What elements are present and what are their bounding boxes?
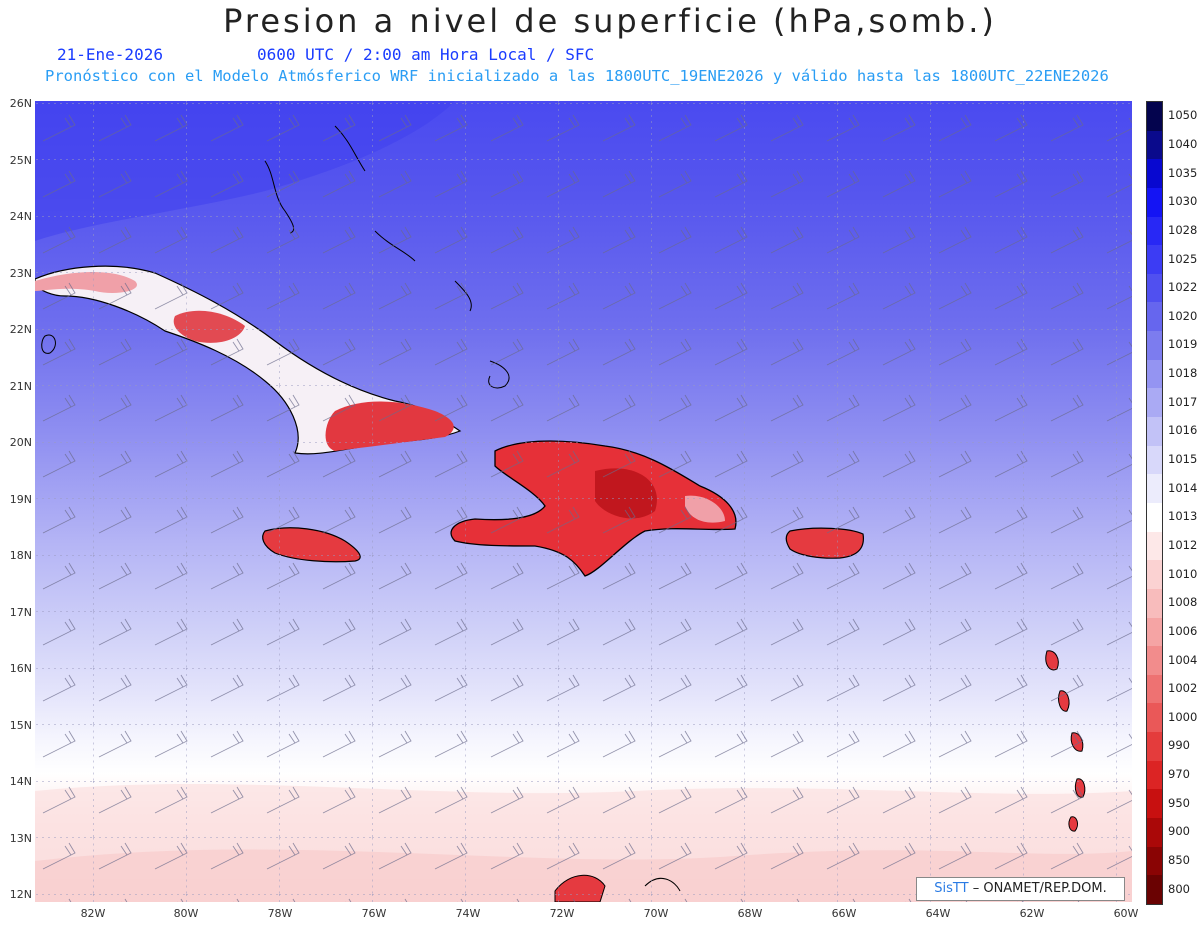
lon-label: 66W xyxy=(831,907,857,920)
lon-label: 80W xyxy=(173,907,199,920)
lon-label: 78W xyxy=(267,907,293,920)
lon-label: 62W xyxy=(1019,907,1045,920)
colorbar-swatch xyxy=(1147,245,1162,274)
colorbar-swatch xyxy=(1147,646,1162,675)
colorbar-swatch xyxy=(1147,417,1162,446)
lat-label: 26N xyxy=(9,97,32,110)
colorbar-swatch xyxy=(1147,617,1162,647)
colorbar-label: 1019 xyxy=(1168,337,1198,352)
colorbar-swatch xyxy=(1147,760,1162,790)
colorbar-swatch xyxy=(1147,531,1162,561)
colorbar-swatch xyxy=(1147,187,1162,217)
forecast-date: 21-Ene-2026 xyxy=(57,45,163,64)
colorbar-swatch xyxy=(1147,388,1162,418)
colorbar-label: 1006 xyxy=(1168,623,1198,638)
colorbar-label: 1000 xyxy=(1168,709,1198,724)
lat-label: 15N xyxy=(9,719,32,732)
credit-text: – ONAMET/REP.DOM. xyxy=(972,881,1107,896)
colorbar-swatch xyxy=(1147,216,1162,246)
lat-label: 21N xyxy=(9,380,32,393)
colorbar-label: 1030 xyxy=(1168,194,1198,209)
colorbar-swatch xyxy=(1147,846,1162,876)
lon-label: 76W xyxy=(361,907,387,920)
forecast-time: 0600 UTC / 2:00 am Hora Local / SFC xyxy=(257,45,595,64)
colorbar-swatch xyxy=(1147,502,1162,532)
lat-label: 22N xyxy=(9,323,32,336)
sistt-logo-text: SisTT xyxy=(934,881,969,896)
colorbar-swatch xyxy=(1147,331,1162,360)
lat-label: 20N xyxy=(9,436,32,449)
lon-label: 60W xyxy=(1113,907,1139,920)
colorbar-label: 1015 xyxy=(1168,452,1198,467)
colorbar-label: 850 xyxy=(1168,853,1190,868)
colorbar-swatch xyxy=(1147,875,1162,904)
lat-label: 18N xyxy=(9,549,32,562)
colorbar-label: 1022 xyxy=(1168,280,1198,295)
credit-box: SisTT – ONAMET/REP.DOM. xyxy=(916,877,1125,901)
colorbar-swatch xyxy=(1147,159,1162,188)
colorbar-swatch xyxy=(1147,102,1162,131)
lat-label: 12N xyxy=(9,888,32,901)
colorbar-label: 1010 xyxy=(1168,566,1198,581)
colorbar-label: 1018 xyxy=(1168,366,1198,381)
colorbar-label: 1017 xyxy=(1168,394,1198,409)
lon-label: 82W xyxy=(80,907,106,920)
colorbar-swatch xyxy=(1147,588,1162,618)
colorbar xyxy=(1146,101,1163,905)
colorbar-label: 1025 xyxy=(1168,251,1198,266)
colorbar-label: 1013 xyxy=(1168,509,1198,524)
map-title: Presion a nivel de superficie (hPa,somb.… xyxy=(223,2,997,40)
colorbar-label: 1020 xyxy=(1168,308,1198,323)
colorbar-label: 1002 xyxy=(1168,681,1198,696)
colorbar-swatch xyxy=(1147,703,1162,733)
lat-label: 24N xyxy=(9,210,32,223)
lon-label: 70W xyxy=(643,907,669,920)
lon-label: 72W xyxy=(549,907,575,920)
colorbar-swatch xyxy=(1147,359,1162,389)
pressure-map xyxy=(35,101,1132,902)
colorbar-label: 1014 xyxy=(1168,480,1198,495)
colorbar-label: 1008 xyxy=(1168,595,1198,610)
pressure-field xyxy=(35,101,1132,902)
colorbar-label: 1012 xyxy=(1168,537,1198,552)
colorbar-label: 1035 xyxy=(1168,165,1198,180)
lat-label: 23N xyxy=(9,267,32,280)
colorbar-label: 1028 xyxy=(1168,222,1198,237)
colorbar-label: 1004 xyxy=(1168,652,1198,667)
forecast-info: Pronóstico con el Modelo Atmósferico WRF… xyxy=(45,67,1109,85)
colorbar-label: 1016 xyxy=(1168,423,1198,438)
colorbar-label: 900 xyxy=(1168,824,1190,839)
lat-label: 16N xyxy=(9,662,32,675)
colorbar-label: 970 xyxy=(1168,767,1190,782)
colorbar-label: 1040 xyxy=(1168,136,1198,151)
lat-label: 25N xyxy=(9,154,32,167)
lat-label: 17N xyxy=(9,606,32,619)
colorbar-swatch xyxy=(1147,130,1162,160)
colorbar-swatch xyxy=(1147,445,1162,475)
lat-label: 13N xyxy=(9,832,32,845)
colorbar-swatch xyxy=(1147,474,1162,503)
lat-label: 19N xyxy=(9,493,32,506)
colorbar-swatch xyxy=(1147,789,1162,819)
colorbar-swatch xyxy=(1147,732,1162,761)
lat-label: 14N xyxy=(9,775,32,788)
colorbar-swatch xyxy=(1147,818,1162,847)
colorbar-swatch xyxy=(1147,674,1162,704)
lon-label: 64W xyxy=(925,907,951,920)
colorbar-label: 990 xyxy=(1168,738,1190,753)
colorbar-swatch xyxy=(1147,560,1162,589)
colorbar-label: 800 xyxy=(1168,881,1190,896)
colorbar-swatch xyxy=(1147,273,1162,303)
lon-label: 68W xyxy=(737,907,763,920)
colorbar-label: 1050 xyxy=(1168,108,1198,123)
colorbar-label: 950 xyxy=(1168,795,1190,810)
colorbar-swatch xyxy=(1147,302,1162,332)
lon-label: 74W xyxy=(455,907,481,920)
